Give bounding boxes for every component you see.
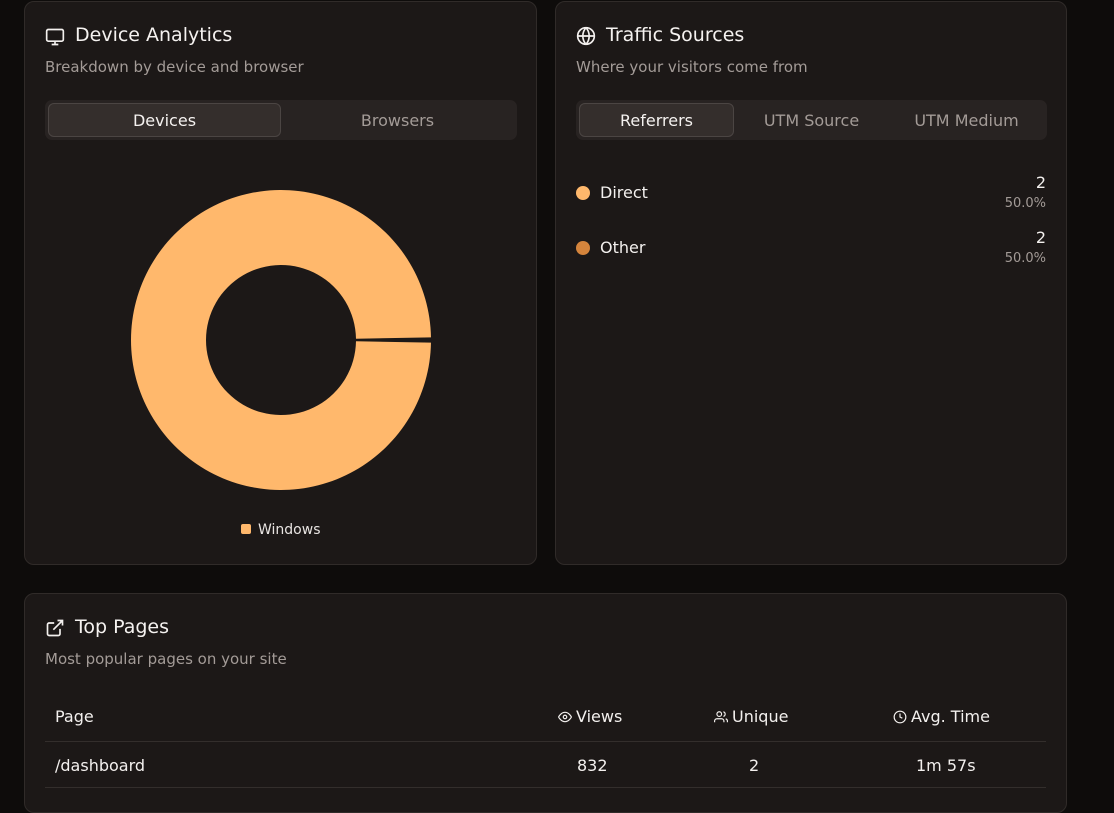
header-text: Unique <box>732 707 789 726</box>
row-divider <box>45 787 1046 788</box>
card-subtitle: Breakdown by device and browser <box>45 58 304 76</box>
tab[interactable]: UTM Medium <box>914 110 1019 130</box>
time-cell: 1m 57s <box>916 756 976 775</box>
source-dot <box>576 186 590 200</box>
header-text: Page <box>55 707 94 726</box>
source-share: 50.0% <box>1004 196 1046 211</box>
source-dot <box>576 241 590 255</box>
source-count: 2 <box>1035 173 1046 192</box>
tab[interactable]: Devices <box>48 103 281 137</box>
source-name: Other <box>600 238 646 257</box>
source-name: Direct <box>600 183 648 202</box>
legend-swatch <box>241 524 251 534</box>
column-header: Avg. Time <box>893 707 990 726</box>
device-card: Device Analytics Breakdown by device and… <box>24 1 537 565</box>
row-divider <box>45 741 1046 742</box>
card-title: Traffic Sources <box>606 24 745 46</box>
users-icon <box>714 710 728 722</box>
source-row: Direct 2 50.0% <box>576 173 1046 218</box>
source-count: 2 <box>1035 228 1046 247</box>
tab[interactable]: Referrers <box>579 103 734 137</box>
header-text: Views <box>576 707 623 726</box>
card-title: Device Analytics <box>75 24 233 46</box>
traffic-card: Traffic Sources Where your visitors come… <box>555 1 1067 565</box>
clock-icon <box>893 710 907 723</box>
tab[interactable]: Browsers <box>360 110 435 130</box>
tab[interactable]: UTM Source <box>763 110 860 130</box>
source-row: Other 2 50.0% <box>576 228 1046 273</box>
donut-chart: Windows <box>131 190 431 538</box>
column-header: Page <box>55 707 94 726</box>
card-title: Top Pages <box>75 616 169 638</box>
header-text: Avg. Time <box>911 707 990 726</box>
donut-slice <box>131 190 431 490</box>
legend-label: Windows <box>258 522 321 538</box>
unique-cell: 2 <box>749 756 760 775</box>
pages-card: Top Pages Most popular pages on your sit… <box>24 593 1067 813</box>
card-subtitle: Where your visitors come from <box>576 58 808 76</box>
globe-icon <box>576 26 596 46</box>
card-subtitle: Most popular pages on your site <box>45 650 287 668</box>
column-header: Unique <box>714 707 788 726</box>
source-share: 50.0% <box>1004 251 1046 266</box>
tab-bar: Devices Browsers <box>45 100 517 140</box>
external-link-icon <box>46 619 64 637</box>
page-path: /dashboard <box>55 756 146 775</box>
tab-bar: Referrers UTM Source UTM Medium <box>576 100 1047 140</box>
monitor-icon <box>45 28 65 46</box>
column-header: Views <box>558 707 622 726</box>
views-cell: 832 <box>577 756 608 775</box>
eye-icon <box>558 711 572 722</box>
